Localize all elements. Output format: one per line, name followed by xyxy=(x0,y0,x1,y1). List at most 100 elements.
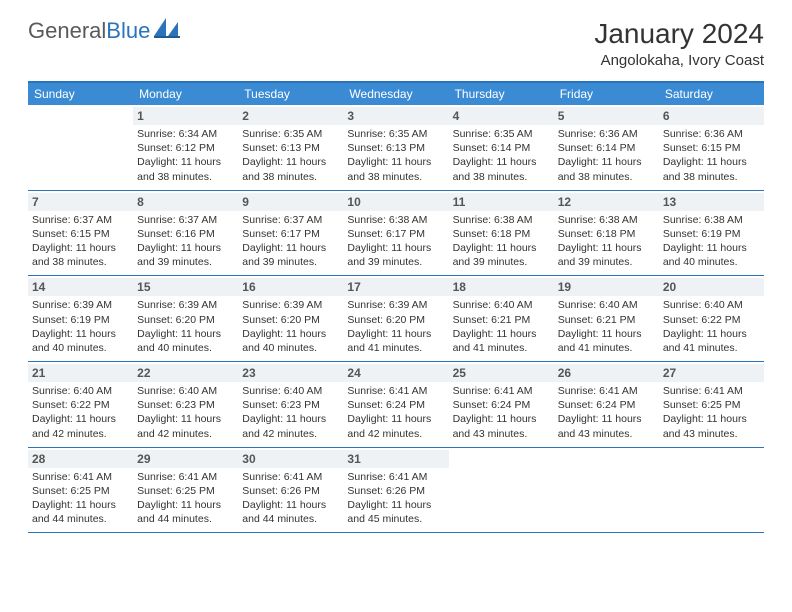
day2-text: and 39 minutes. xyxy=(453,255,550,269)
day-number: 4 xyxy=(449,107,554,125)
day-cell: 26Sunrise: 6:41 AMSunset: 6:24 PMDayligh… xyxy=(554,362,659,447)
day2-text: and 44 minutes. xyxy=(242,512,339,526)
day1-text: Daylight: 11 hours xyxy=(663,327,760,341)
logo-word1: General xyxy=(28,18,106,44)
day1-text: Daylight: 11 hours xyxy=(347,498,444,512)
dayname: Sunday xyxy=(28,83,133,105)
dayname: Friday xyxy=(554,83,659,105)
week-row: 1Sunrise: 6:34 AMSunset: 6:12 PMDaylight… xyxy=(28,105,764,191)
sunset-text: Sunset: 6:21 PM xyxy=(453,313,550,327)
day-cell: 11Sunrise: 6:38 AMSunset: 6:18 PMDayligh… xyxy=(449,191,554,276)
day-number: 28 xyxy=(28,450,133,468)
day-cell: 24Sunrise: 6:41 AMSunset: 6:24 PMDayligh… xyxy=(343,362,448,447)
sunset-text: Sunset: 6:15 PM xyxy=(663,141,760,155)
sunset-text: Sunset: 6:20 PM xyxy=(347,313,444,327)
day2-text: and 42 minutes. xyxy=(137,427,234,441)
day-cell: 6Sunrise: 6:36 AMSunset: 6:15 PMDaylight… xyxy=(659,105,764,190)
day-number: 22 xyxy=(133,364,238,382)
sunrise-text: Sunrise: 6:39 AM xyxy=(347,298,444,312)
day1-text: Daylight: 11 hours xyxy=(558,155,655,169)
day2-text: and 38 minutes. xyxy=(558,170,655,184)
day1-text: Daylight: 11 hours xyxy=(453,412,550,426)
day-number: 26 xyxy=(554,364,659,382)
day1-text: Daylight: 11 hours xyxy=(242,241,339,255)
dayname: Monday xyxy=(133,83,238,105)
day-number: 27 xyxy=(659,364,764,382)
sunrise-text: Sunrise: 6:40 AM xyxy=(137,384,234,398)
day-cell: 10Sunrise: 6:38 AMSunset: 6:17 PMDayligh… xyxy=(343,191,448,276)
sunset-text: Sunset: 6:25 PM xyxy=(32,484,129,498)
day2-text: and 39 minutes. xyxy=(242,255,339,269)
day1-text: Daylight: 11 hours xyxy=(137,498,234,512)
sunset-text: Sunset: 6:12 PM xyxy=(137,141,234,155)
day-number: 1 xyxy=(133,107,238,125)
sunset-text: Sunset: 6:25 PM xyxy=(137,484,234,498)
day2-text: and 39 minutes. xyxy=(558,255,655,269)
dayname: Tuesday xyxy=(238,83,343,105)
sunset-text: Sunset: 6:17 PM xyxy=(347,227,444,241)
day1-text: Daylight: 11 hours xyxy=(558,412,655,426)
day-number: 8 xyxy=(133,193,238,211)
sunset-text: Sunset: 6:14 PM xyxy=(453,141,550,155)
day-number: 15 xyxy=(133,278,238,296)
day-cell: 23Sunrise: 6:40 AMSunset: 6:23 PMDayligh… xyxy=(238,362,343,447)
day2-text: and 45 minutes. xyxy=(347,512,444,526)
sunrise-text: Sunrise: 6:38 AM xyxy=(453,213,550,227)
sunrise-text: Sunrise: 6:39 AM xyxy=(242,298,339,312)
day1-text: Daylight: 11 hours xyxy=(453,155,550,169)
day2-text: and 42 minutes. xyxy=(242,427,339,441)
day-cell xyxy=(659,448,764,533)
sunset-text: Sunset: 6:18 PM xyxy=(453,227,550,241)
day2-text: and 38 minutes. xyxy=(137,170,234,184)
day1-text: Daylight: 11 hours xyxy=(242,498,339,512)
day1-text: Daylight: 11 hours xyxy=(453,327,550,341)
sunrise-text: Sunrise: 6:36 AM xyxy=(663,127,760,141)
day-cell: 29 Sunrise: 6:41 AMSunset: 6:25 PMDayligh… xyxy=(133,448,238,533)
day1-text: Daylight: 11 hours xyxy=(242,155,339,169)
sunset-text: Sunset: 6:14 PM xyxy=(558,141,655,155)
day-cell: 18Sunrise: 6:40 AMSunset: 6:21 PMDayligh… xyxy=(449,276,554,361)
sunrise-text: Sunrise: 6:39 AM xyxy=(137,298,234,312)
day-number: 23 xyxy=(238,364,343,382)
day2-text: and 44 minutes. xyxy=(137,512,234,526)
sunrise-text: Sunrise: 6:40 AM xyxy=(663,298,760,312)
day-cell: 14Sunrise: 6:39 AMSunset: 6:19 PMDayligh… xyxy=(28,276,133,361)
week-row: 28Sunrise: 6:41 AMSunset: 6:25 PMDayligh… xyxy=(28,448,764,534)
day2-text: and 38 minutes. xyxy=(347,170,444,184)
sunset-text: Sunset: 6:17 PM xyxy=(242,227,339,241)
sunrise-text: Sunrise: 6:37 AM xyxy=(242,213,339,227)
day-number: 29 xyxy=(133,450,238,468)
day1-text: Daylight: 11 hours xyxy=(32,412,129,426)
day-cell: 30Sunrise: 6:41 AMSunset: 6:26 PMDayligh… xyxy=(238,448,343,533)
sunrise-text: Sunrise: 6:41 AM xyxy=(137,470,234,484)
day-cell: 1Sunrise: 6:34 AMSunset: 6:12 PMDaylight… xyxy=(133,105,238,190)
sunset-text: Sunset: 6:24 PM xyxy=(558,398,655,412)
day2-text: and 43 minutes. xyxy=(663,427,760,441)
day-cell: 7Sunrise: 6:37 AMSunset: 6:15 PMDaylight… xyxy=(28,191,133,276)
day-number: 16 xyxy=(238,278,343,296)
sunrise-text: Sunrise: 6:38 AM xyxy=(663,213,760,227)
sunset-text: Sunset: 6:20 PM xyxy=(242,313,339,327)
sunrise-text: Sunrise: 6:41 AM xyxy=(453,384,550,398)
sunset-text: Sunset: 6:23 PM xyxy=(137,398,234,412)
calendar: SundayMondayTuesdayWednesdayThursdayFrid… xyxy=(28,81,764,533)
day2-text: and 40 minutes. xyxy=(32,341,129,355)
day-cell: 28Sunrise: 6:41 AMSunset: 6:25 PMDayligh… xyxy=(28,448,133,533)
day-number: 20 xyxy=(659,278,764,296)
day2-text: and 42 minutes. xyxy=(347,427,444,441)
sunset-text: Sunset: 6:20 PM xyxy=(137,313,234,327)
day1-text: Daylight: 11 hours xyxy=(137,412,234,426)
weeks: 1Sunrise: 6:34 AMSunset: 6:12 PMDaylight… xyxy=(28,105,764,533)
sunrise-text: Sunrise: 6:41 AM xyxy=(663,384,760,398)
day-cell: 22 Sunrise: 6:40 AMSunset: 6:23 PMDayligh… xyxy=(133,362,238,447)
sunset-text: Sunset: 6:23 PM xyxy=(242,398,339,412)
day1-text: Daylight: 11 hours xyxy=(137,155,234,169)
day-cell: 9Sunrise: 6:37 AMSunset: 6:17 PMDaylight… xyxy=(238,191,343,276)
day-cell: 3Sunrise: 6:35 AMSunset: 6:13 PMDaylight… xyxy=(343,105,448,190)
day-number: 6 xyxy=(659,107,764,125)
logo: GeneralBlue xyxy=(28,18,180,44)
day1-text: Daylight: 11 hours xyxy=(242,327,339,341)
sunset-text: Sunset: 6:25 PM xyxy=(663,398,760,412)
day-cell: 8Sunrise: 6:37 AMSunset: 6:16 PMDaylight… xyxy=(133,191,238,276)
day1-text: Daylight: 11 hours xyxy=(32,327,129,341)
